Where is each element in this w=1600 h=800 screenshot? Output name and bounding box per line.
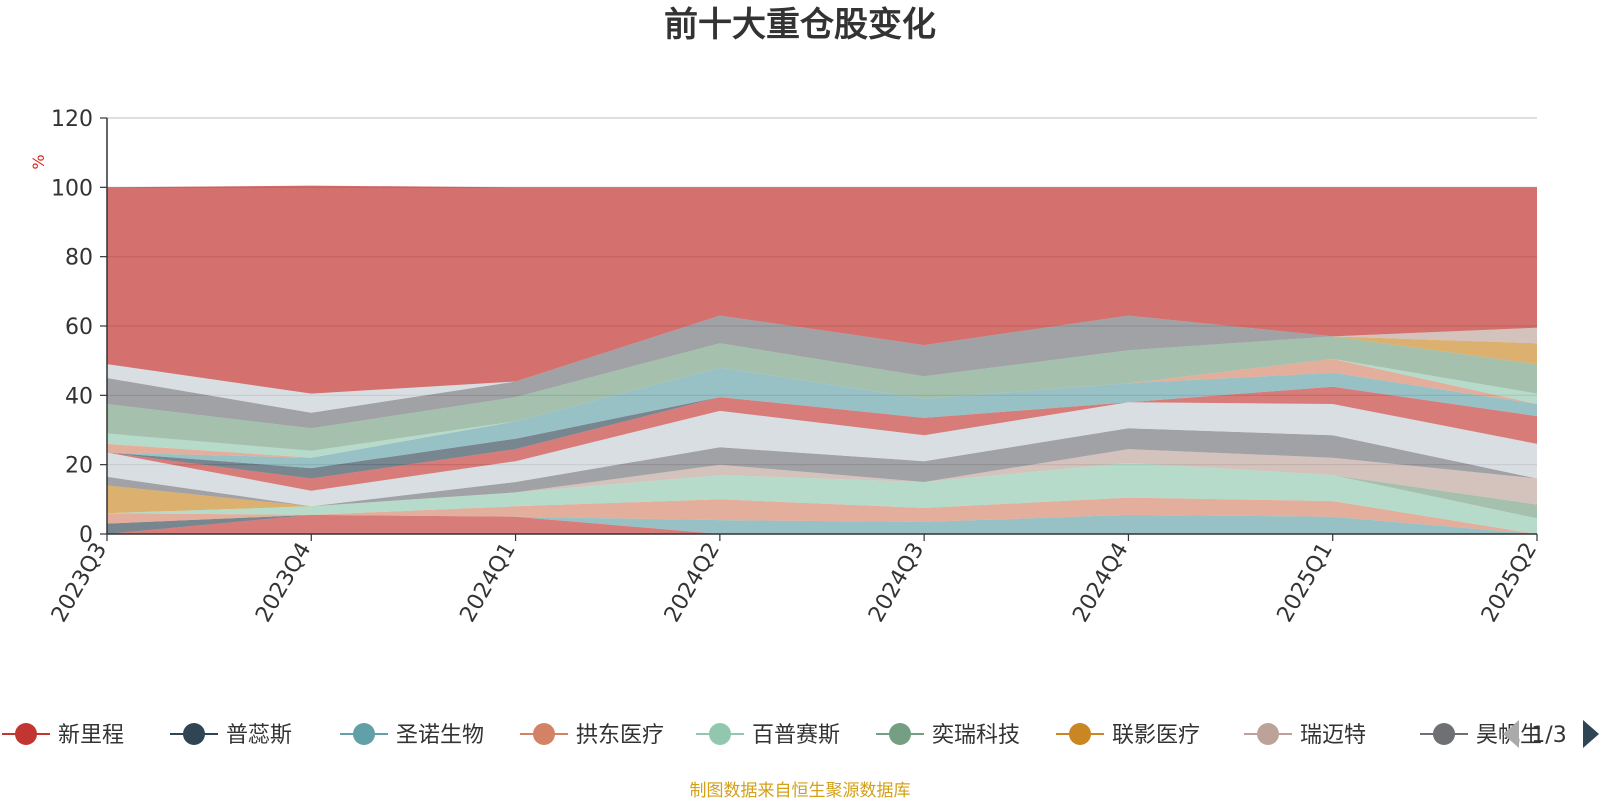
x-axis-ticks: 2023Q3 2023Q4 2024Q1 2024Q2 2024Q3 2024Q4 2025… — [47, 534, 1542, 627]
legend-marker-icon — [15, 723, 37, 745]
data-source-note: 制图数据来自恒生聚源数据库 — [690, 781, 911, 800]
legend-label: 圣诺生物 — [396, 723, 484, 748]
x-tick-label: 2023Q4 — [251, 539, 316, 627]
y-tick-label: 120 — [51, 107, 93, 132]
legend-label: 拱东医疗 — [576, 723, 664, 748]
legend-page-indicator: 1/3 — [1531, 723, 1566, 748]
legend-marker-icon — [1433, 723, 1455, 745]
y-tick-label: 80 — [65, 246, 93, 271]
legend-marker-icon — [533, 723, 555, 745]
x-tick-label: 2025Q1 — [1273, 539, 1338, 627]
legend-label: 奕瑞科技 — [932, 723, 1020, 748]
y-tick-label: 100 — [51, 176, 93, 201]
legend-label: 联影医疗 — [1112, 723, 1200, 748]
legend: 新里程 普蕊斯 圣诺生物 拱东医疗 百普赛斯 奕瑞科技 联影医疗 瑞迈特 昊帆生 — [2, 723, 1542, 748]
legend-item[interactable]: 拱东医疗 — [520, 723, 664, 748]
legend-marker-icon — [1257, 723, 1279, 745]
x-tick-label: 2023Q3 — [47, 539, 112, 627]
legend-pager: 1/3 — [1503, 720, 1599, 748]
legend-item[interactable]: 联影医疗 — [1056, 723, 1200, 748]
chart-title: 前十大重仓股变化 — [664, 5, 936, 45]
legend-item[interactable]: 百普赛斯 — [696, 723, 840, 748]
legend-marker-icon — [889, 723, 911, 745]
legend-label: 百普赛斯 — [752, 723, 840, 748]
area-series — [107, 186, 1537, 534]
y-tick-label: 20 — [65, 454, 93, 479]
legend-item[interactable]: 新里程 — [2, 723, 124, 748]
legend-marker-icon — [709, 723, 731, 745]
legend-marker-icon — [183, 723, 205, 745]
legend-label: 普蕊斯 — [226, 723, 292, 748]
x-tick-label: 2024Q1 — [455, 539, 520, 627]
legend-item[interactable]: 奕瑞科技 — [876, 723, 1020, 748]
legend-item[interactable]: 昊帆生 — [1420, 723, 1542, 748]
y-axis-unit: % — [29, 154, 48, 169]
legend-next-arrow-icon[interactable] — [1583, 720, 1599, 748]
legend-marker-icon — [1069, 723, 1091, 745]
x-tick-label: 2024Q4 — [1068, 539, 1133, 627]
legend-item[interactable]: 圣诺生物 — [340, 723, 484, 748]
legend-item[interactable]: 普蕊斯 — [170, 723, 292, 748]
x-tick-label: 2024Q2 — [660, 539, 725, 627]
y-tick-label: 40 — [65, 384, 93, 409]
y-tick-label: 60 — [65, 315, 93, 340]
legend-item[interactable]: 瑞迈特 — [1244, 723, 1366, 748]
legend-label: 瑞迈特 — [1300, 723, 1366, 748]
legend-label: 新里程 — [58, 723, 124, 748]
x-tick-label: 2024Q3 — [864, 539, 929, 627]
legend-marker-icon — [353, 723, 375, 745]
x-tick-label: 2025Q2 — [1477, 539, 1542, 627]
